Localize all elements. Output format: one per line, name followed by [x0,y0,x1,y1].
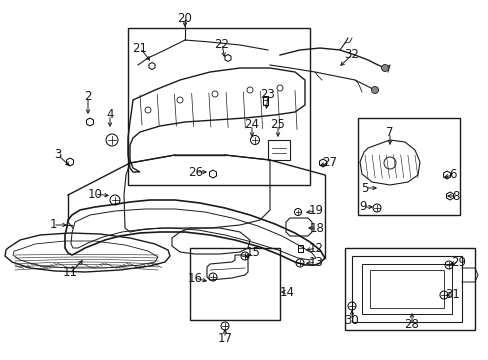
Text: 24: 24 [244,118,259,131]
Text: 26: 26 [188,166,203,179]
Bar [262,95,267,104]
Text: 27: 27 [322,157,337,170]
Bar [369,270,443,308]
Text: 18: 18 [309,221,324,234]
Text: 9: 9 [359,201,366,213]
Text: 3: 3 [54,148,61,162]
Bar [361,264,451,314]
Text: 14: 14 [279,285,294,298]
Bar [351,256,461,322]
Text: 21: 21 [132,41,147,54]
Text: 23: 23 [260,89,275,102]
Text: 8: 8 [451,189,459,202]
Text: 20: 20 [177,12,192,24]
Text: 10: 10 [87,188,102,201]
Text: 22: 22 [214,37,229,50]
Text: 5: 5 [361,181,368,194]
Bar [190,248,280,320]
Text: 12: 12 [308,242,323,255]
Text: 6: 6 [448,168,456,181]
Text: 31: 31 [445,288,460,302]
Bar [267,140,289,160]
Text: 15: 15 [245,247,260,260]
Text: 13: 13 [308,256,323,269]
Text: 11: 11 [62,266,77,279]
Bar [128,28,309,185]
Text: 17: 17 [217,332,232,345]
Text: 28: 28 [404,319,419,332]
Bar [357,118,459,215]
Text: 1: 1 [49,219,57,231]
Text: 29: 29 [450,256,466,269]
Circle shape [381,64,387,72]
Text: 2: 2 [84,90,92,104]
Bar [345,248,474,330]
Text: 7: 7 [386,126,393,139]
Text: 4: 4 [106,108,114,122]
Text: 16: 16 [187,271,202,284]
Text: 19: 19 [308,204,323,217]
Circle shape [371,86,378,94]
Text: 30: 30 [344,314,359,327]
Text: 32: 32 [344,49,359,62]
Bar [297,244,302,252]
Text: 25: 25 [270,118,285,131]
